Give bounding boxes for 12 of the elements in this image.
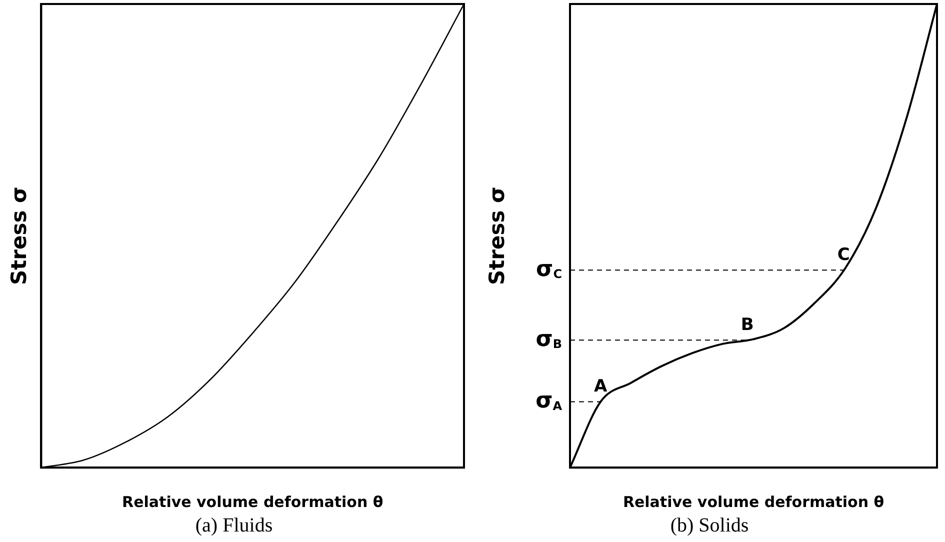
annotation: B — [740, 315, 754, 336]
text: (a) Fluids — [195, 514, 273, 536]
ref-line-label: σC — [536, 256, 562, 282]
ref-line-label: σA — [536, 388, 563, 414]
y-axis-title: Stress σ — [7, 186, 32, 286]
x-axis-title: Relative volume deformation θ — [122, 492, 384, 511]
y-axis-title: Stress σ — [485, 186, 510, 286]
annotation: C — [837, 245, 850, 266]
annotation: A — [594, 376, 608, 397]
text: (b) Solids — [670, 514, 749, 536]
ref-line-label: σB — [536, 326, 562, 352]
x-axis-title: Relative volume deformation θ — [622, 492, 884, 511]
